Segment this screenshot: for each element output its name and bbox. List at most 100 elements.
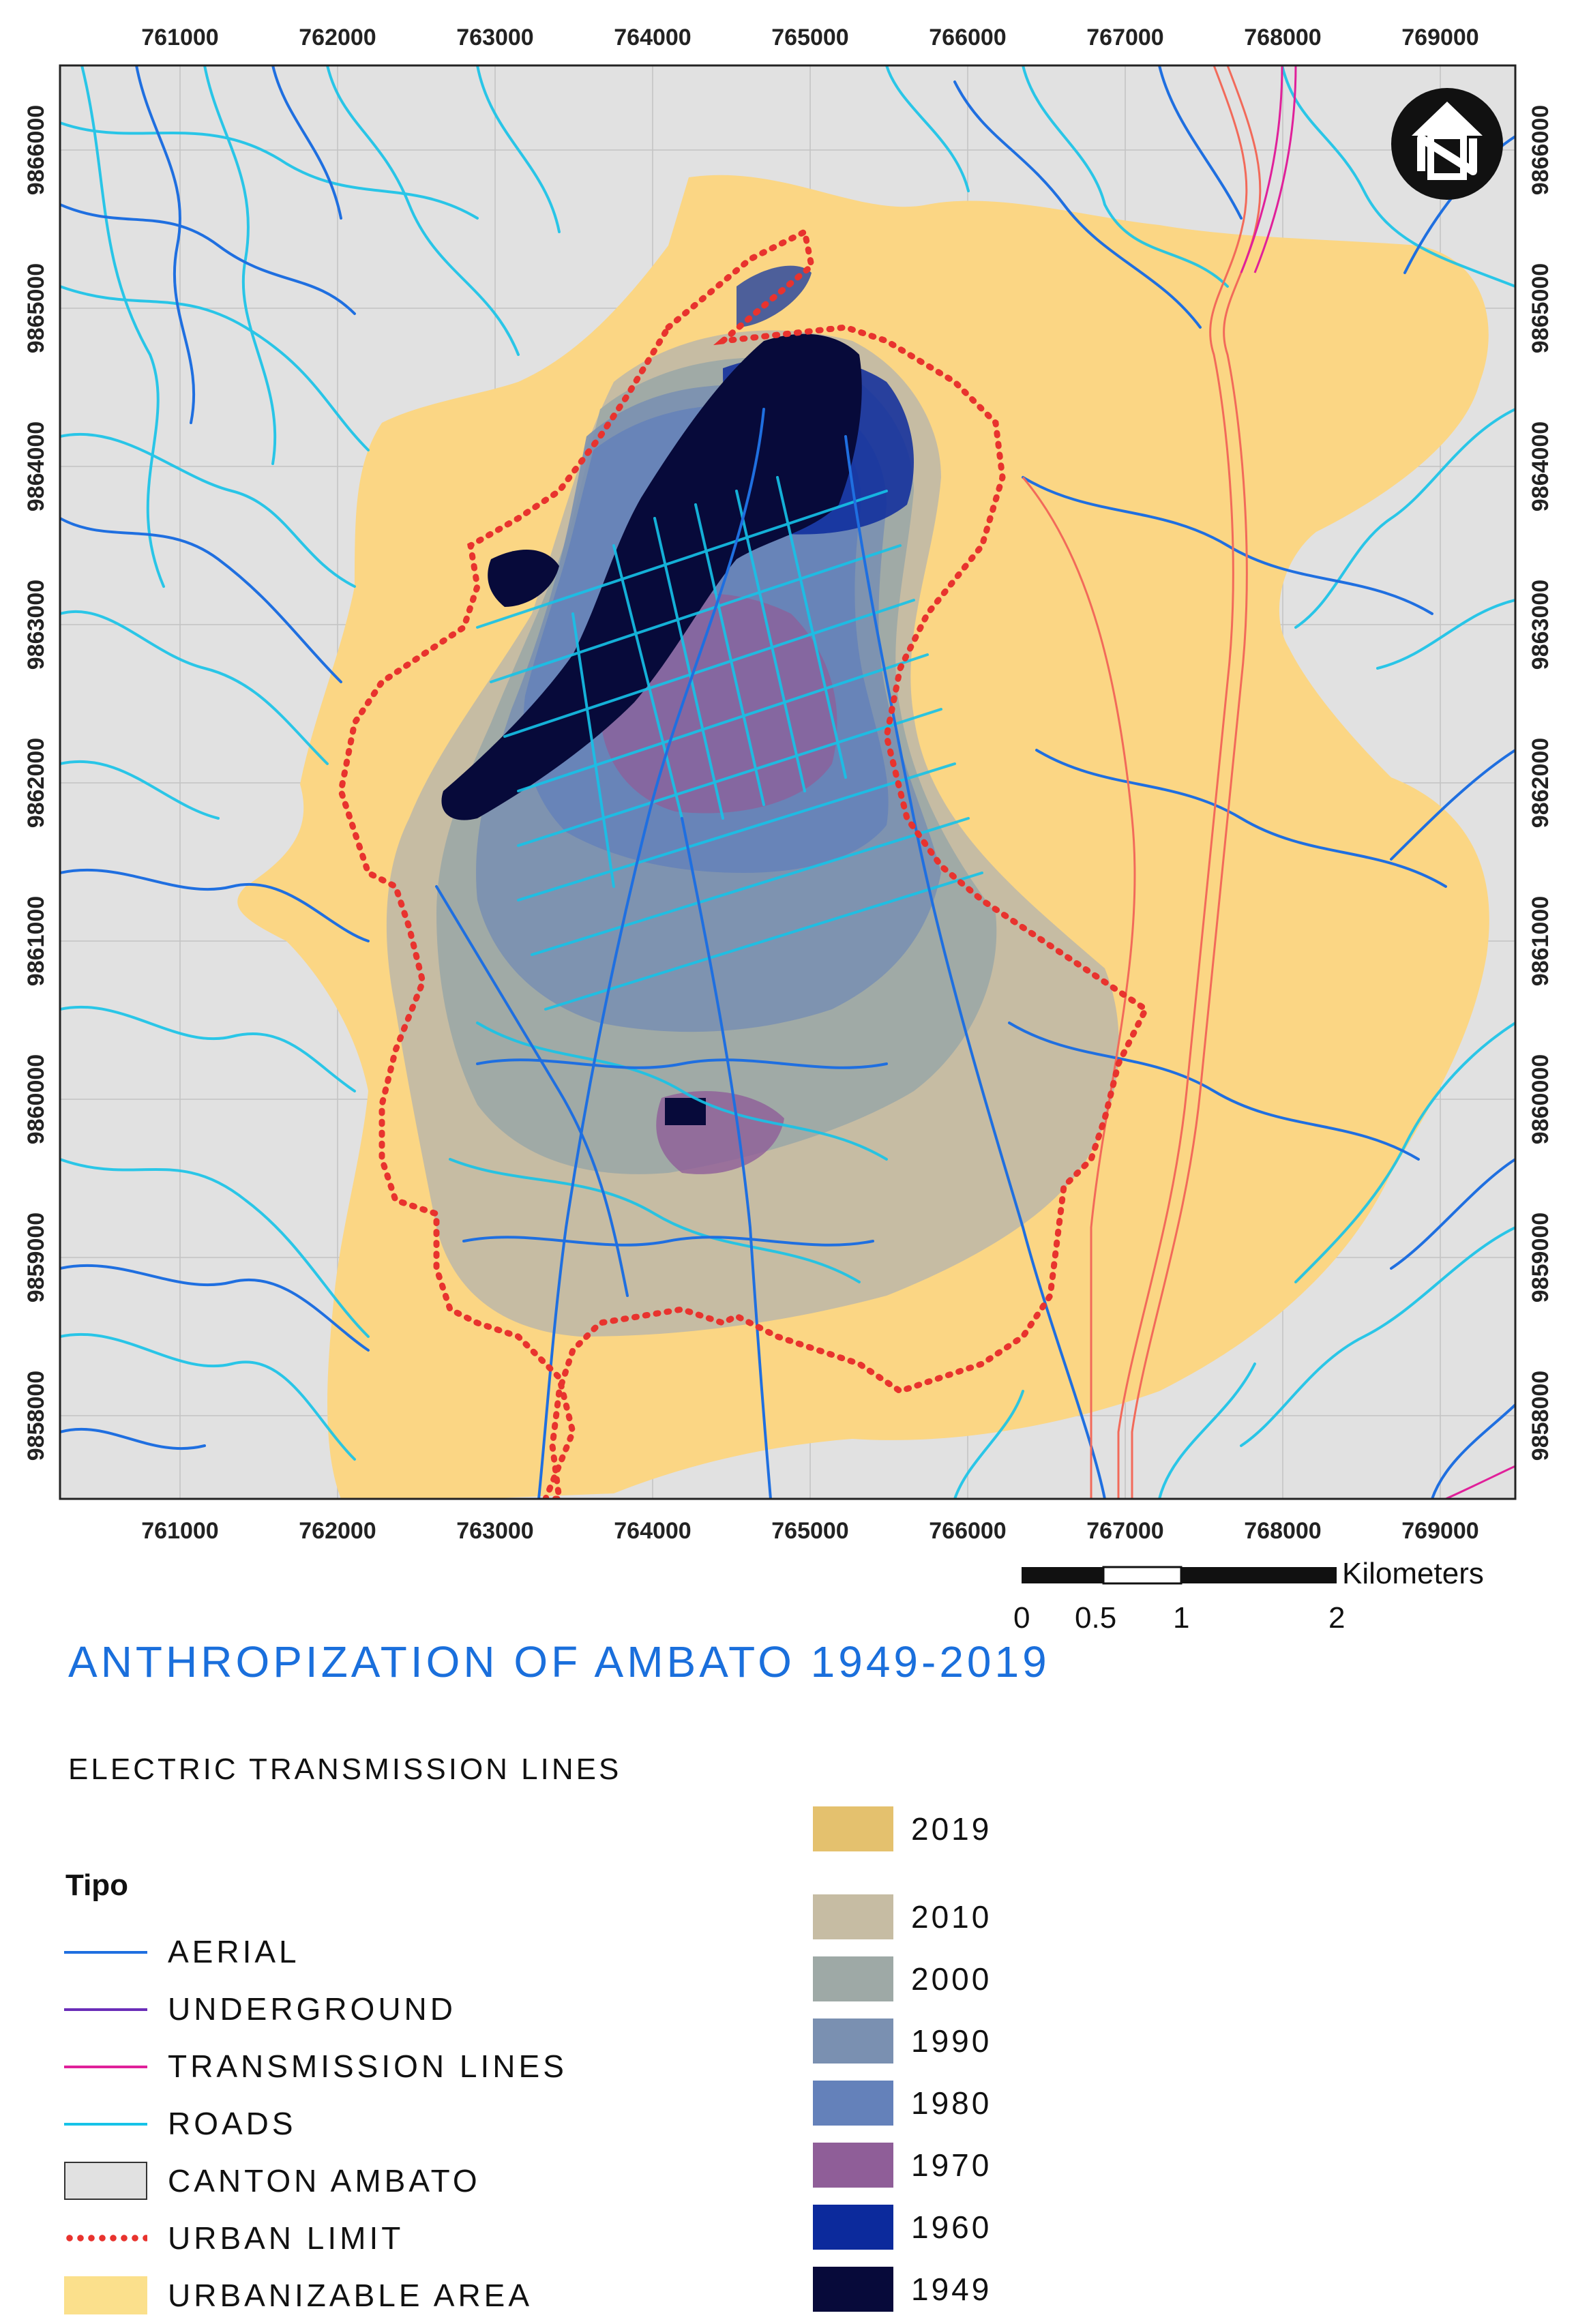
y-tick-right: 9858000 [1528, 1371, 1553, 1461]
year-label: 1990 [911, 2023, 992, 2059]
legend-symbol [61, 2218, 150, 2259]
x-tick-bottom: 768000 [1244, 1518, 1321, 1544]
urban-limit [338, 227, 1150, 1499]
x-tick-top: 763000 [456, 25, 533, 50]
year-swatch [813, 1806, 893, 1851]
roads [60, 65, 1515, 1499]
north-arrow-icon [1391, 88, 1503, 200]
legend-symbol [61, 1988, 150, 2029]
y-tick-right: 9864000 [1528, 421, 1553, 511]
y-tick-right: 9861000 [1528, 896, 1553, 986]
x-tick-bottom: 762000 [299, 1518, 376, 1544]
x-tick-bottom: 761000 [141, 1518, 218, 1544]
legend-item: UNDERGROUND [61, 1985, 456, 2033]
x-tick-top: 767000 [1086, 25, 1163, 50]
x-tick-bottom: 769000 [1401, 1518, 1478, 1544]
y-tick-left: 9862000 [23, 738, 49, 828]
legend-item: URBAN LIMIT [61, 2214, 404, 2262]
year-swatch [813, 2267, 893, 2312]
x-tick-top: 769000 [1401, 25, 1478, 50]
year-swatch [813, 2205, 893, 2250]
legend-label: AERIAL [168, 1934, 300, 1969]
y-axis-left-labels: 9866000 9865000 9864000 9863000 9862000 98610… [23, 105, 49, 1461]
legend-year: 1960 [813, 2203, 992, 2251]
year-swatch [813, 2018, 893, 2064]
y-tick-left: 9865000 [23, 263, 49, 353]
legend-label: URBANIZABLE AREA [168, 2278, 533, 2313]
legend-item: URBANIZABLE AREA [61, 2271, 533, 2319]
x-tick-top: 762000 [299, 25, 376, 50]
y-tick-right: 9859000 [1528, 1212, 1553, 1302]
map-subtitle: ELECTRIC TRANSMISSION LINES [68, 1753, 622, 1786]
x-tick-top: 765000 [771, 25, 848, 50]
legend-symbol [61, 2103, 150, 2144]
legend-year: 1949 [813, 2265, 992, 2313]
year-label: 1949 [911, 2271, 992, 2307]
legend-year: 2010 [813, 1893, 992, 1941]
year-swatch [813, 2081, 893, 2126]
x-tick-bottom: 767000 [1086, 1518, 1163, 1544]
ambato-map: 761000 762000 763000 764000 765000 766000 7670… [23, 25, 1553, 1585]
legend-label: URBAN LIMIT [168, 2220, 404, 2256]
x-tick-top: 768000 [1244, 25, 1321, 50]
y-tick-left: 9863000 [23, 580, 49, 670]
legend-label: CANTON AMBATO [168, 2163, 481, 2199]
x-axis-top-labels: 761000 762000 763000 764000 765000 766000 7670… [141, 25, 1478, 50]
x-tick-top: 766000 [929, 25, 1006, 50]
layer-1949-north [488, 550, 559, 607]
year-label: 2000 [911, 1961, 992, 1997]
map-frame [59, 64, 1517, 1500]
legend-item: AERIAL [61, 1928, 300, 1976]
legend-label: TRANSMISSION LINES [168, 2049, 567, 2084]
x-tick-bottom: 764000 [614, 1518, 691, 1544]
legend-year: 1970 [813, 2141, 992, 2189]
x-axis-bottom-labels: 761000 762000 763000 764000 765000 766000 7670… [141, 1518, 1478, 1544]
legend-symbol [61, 2275, 150, 2316]
legend-item: ROADS [61, 2100, 297, 2147]
x-tick-bottom: 766000 [929, 1518, 1006, 1544]
legend-symbol [61, 1931, 150, 1972]
legend-year: 1980 [813, 2079, 992, 2127]
x-tick-top: 764000 [614, 25, 691, 50]
y-tick-right: 9863000 [1528, 580, 1553, 670]
year-label: 2010 [911, 1899, 992, 1935]
year-label: 1980 [911, 2085, 992, 2121]
scale-label-0-5: 0.5 [1075, 1601, 1117, 1635]
y-axis-right-labels: 9866000 9865000 9864000 9863000 9862000 98610… [1528, 105, 1553, 1461]
year-label: 2019 [911, 1811, 992, 1847]
scale-label-0: 0 [1013, 1601, 1030, 1635]
y-tick-left: 9859000 [23, 1212, 49, 1302]
scale-unit: Kilometers [1342, 1557, 1484, 1590]
y-tick-right: 9865000 [1528, 263, 1553, 353]
y-tick-left: 9864000 [23, 421, 49, 511]
legend-item: TRANSMISSION LINES [61, 2042, 567, 2090]
legend-heading: Tipo [65, 1868, 129, 1902]
legend-symbol [61, 2160, 150, 2201]
y-tick-right: 9862000 [1528, 738, 1553, 828]
x-tick-bottom: 765000 [771, 1518, 848, 1544]
y-tick-left: 9860000 [23, 1054, 49, 1144]
y-tick-right: 9860000 [1528, 1054, 1553, 1144]
layer-1949-south [665, 1098, 706, 1125]
scale-label-2: 2 [1328, 1601, 1345, 1635]
legend-year: 2019 [813, 1805, 992, 1853]
y-tick-right: 9866000 [1528, 105, 1553, 195]
year-label: 1960 [911, 2209, 992, 2245]
legend-year: 1990 [813, 2017, 992, 2065]
y-tick-left: 9861000 [23, 896, 49, 986]
year-swatch [813, 2143, 893, 2188]
legend-label: UNDERGROUND [168, 1991, 456, 2027]
legend-item: CANTON AMBATO [61, 2157, 481, 2205]
x-tick-bottom: 763000 [456, 1518, 533, 1544]
y-tick-left: 9858000 [23, 1371, 49, 1461]
scale-bar [1022, 1566, 1337, 1585]
year-swatch [813, 1894, 893, 1939]
year-label: 1970 [911, 2147, 992, 2183]
legend-year: 2000 [813, 1955, 992, 2003]
y-tick-left: 9866000 [23, 105, 49, 195]
map-title: ANTHROPIZATION OF AMBATO 1949-2019 [68, 1637, 1050, 1686]
year-swatch [813, 1956, 893, 2001]
legend-label: ROADS [168, 2106, 297, 2141]
x-tick-top: 761000 [141, 25, 218, 50]
scale-label-1: 1 [1173, 1601, 1190, 1635]
